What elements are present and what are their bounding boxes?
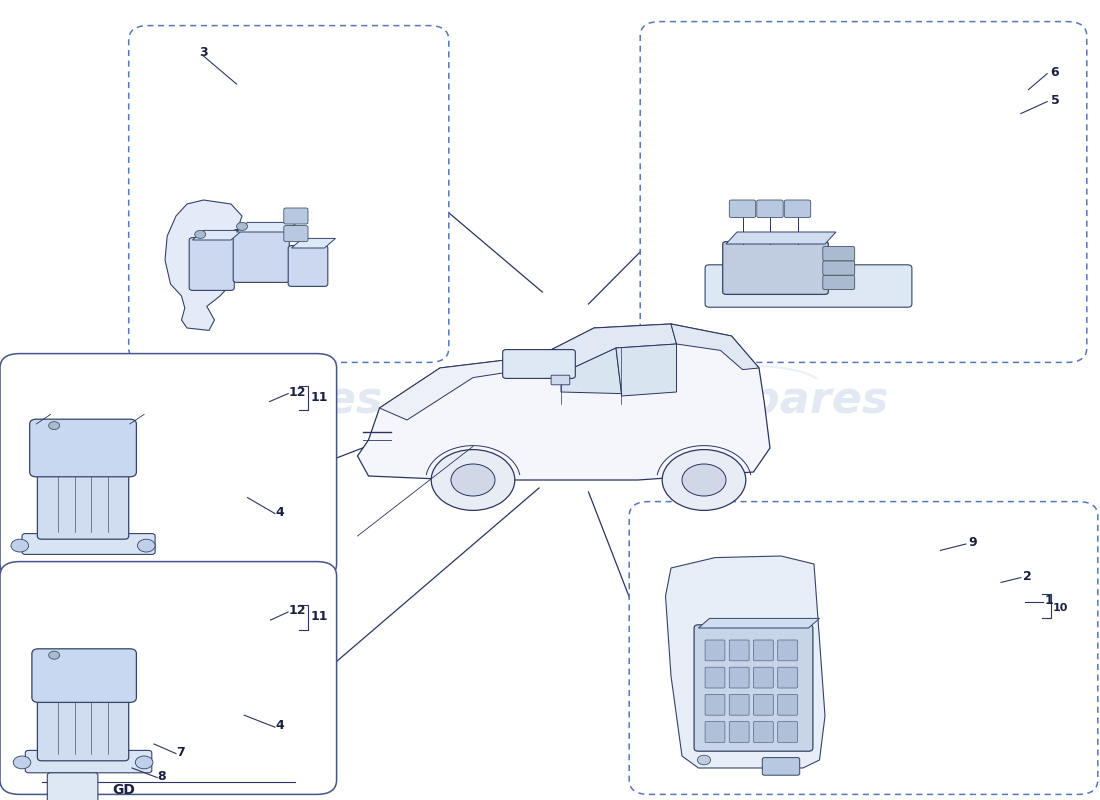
Polygon shape [671,324,759,370]
FancyBboxPatch shape [705,265,912,307]
Polygon shape [698,618,820,628]
FancyBboxPatch shape [729,722,749,742]
Circle shape [138,539,155,552]
Circle shape [662,450,746,510]
Circle shape [48,422,59,430]
FancyBboxPatch shape [0,354,337,578]
Polygon shape [561,348,621,394]
FancyBboxPatch shape [37,469,129,539]
Polygon shape [726,232,836,244]
FancyBboxPatch shape [30,419,136,477]
Polygon shape [539,324,676,374]
Text: eurospares: eurospares [607,378,889,422]
FancyBboxPatch shape [754,694,773,715]
FancyBboxPatch shape [823,275,855,290]
FancyBboxPatch shape [823,261,855,275]
Polygon shape [616,344,676,396]
Polygon shape [236,222,297,232]
FancyBboxPatch shape [754,722,773,742]
FancyBboxPatch shape [705,694,725,715]
Text: 4: 4 [275,719,284,732]
FancyBboxPatch shape [32,649,136,702]
Circle shape [135,756,153,769]
FancyBboxPatch shape [284,226,308,242]
Circle shape [48,651,59,659]
FancyBboxPatch shape [47,773,98,800]
Polygon shape [666,556,825,768]
Text: 9: 9 [968,536,977,549]
Text: 3: 3 [199,46,208,58]
FancyBboxPatch shape [0,562,337,794]
FancyBboxPatch shape [22,534,155,554]
FancyBboxPatch shape [778,667,798,688]
Polygon shape [292,238,336,248]
Text: 12: 12 [288,386,306,398]
Text: 11: 11 [310,610,328,623]
Polygon shape [165,200,242,330]
Text: GD: GD [112,783,135,798]
FancyBboxPatch shape [762,758,800,775]
Text: 12: 12 [288,604,306,617]
Polygon shape [192,230,242,240]
FancyBboxPatch shape [233,230,289,282]
Circle shape [451,464,495,496]
Text: 4: 4 [275,506,284,518]
Circle shape [431,450,515,510]
Text: 11: 11 [310,391,328,404]
Text: 2: 2 [1023,570,1032,582]
Polygon shape [379,356,561,420]
FancyBboxPatch shape [705,667,725,688]
FancyBboxPatch shape [705,640,725,661]
Circle shape [195,230,206,238]
FancyBboxPatch shape [37,694,129,761]
Text: 1: 1 [1045,594,1054,606]
FancyBboxPatch shape [729,640,749,661]
FancyBboxPatch shape [784,200,811,218]
FancyBboxPatch shape [288,246,328,286]
Polygon shape [358,324,770,480]
FancyBboxPatch shape [705,722,725,742]
Circle shape [236,222,248,230]
Text: 10: 10 [1053,603,1068,613]
Circle shape [11,539,29,552]
FancyBboxPatch shape [729,667,749,688]
FancyBboxPatch shape [694,625,813,751]
FancyBboxPatch shape [778,694,798,715]
Circle shape [13,756,31,769]
Text: 5: 5 [1050,94,1059,106]
Circle shape [682,464,726,496]
FancyBboxPatch shape [723,242,828,294]
FancyBboxPatch shape [778,640,798,661]
Text: 8: 8 [157,770,166,782]
FancyBboxPatch shape [640,22,1087,362]
Text: 6: 6 [1050,66,1059,78]
Text: 7: 7 [176,746,185,758]
FancyBboxPatch shape [284,208,308,224]
Text: eurospares: eurospares [101,378,383,422]
FancyBboxPatch shape [729,200,756,218]
FancyBboxPatch shape [503,350,575,378]
FancyBboxPatch shape [189,238,234,290]
FancyBboxPatch shape [754,640,773,661]
FancyBboxPatch shape [551,375,570,385]
FancyBboxPatch shape [129,26,449,362]
Circle shape [697,755,711,765]
FancyBboxPatch shape [629,502,1098,794]
FancyBboxPatch shape [823,246,855,261]
FancyBboxPatch shape [729,694,749,715]
FancyBboxPatch shape [757,200,783,218]
FancyBboxPatch shape [754,667,773,688]
FancyBboxPatch shape [778,722,798,742]
FancyBboxPatch shape [25,750,152,773]
